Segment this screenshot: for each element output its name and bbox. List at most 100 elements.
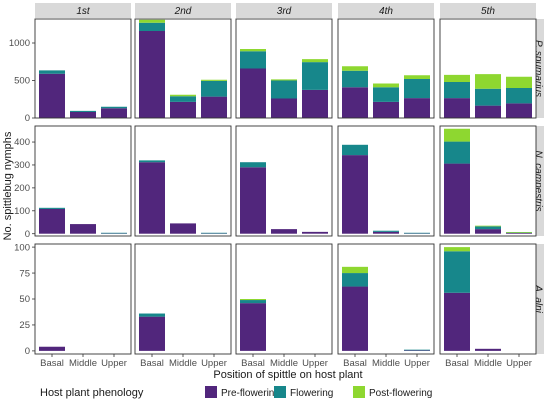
bar-p-spumarius-4th-middle-pre-flowering: [373, 101, 399, 118]
bar-n-campestris-3rd-basal-pre-flowering: [240, 167, 266, 234]
row-label-n-campestris: N. campestris: [532, 150, 543, 211]
bar-a-alni-5th-middle-pre-flowering: [475, 348, 501, 351]
bar-p-spumarius-1st-upper-pre-flowering: [101, 108, 127, 118]
bar-a-alni-5th-basal-pre-flowering: [444, 292, 470, 351]
bar-n-campestris-5th-middle-flowering: [475, 226, 501, 230]
bar-p-spumarius-5th-basal-pre-flowering: [444, 98, 470, 118]
bar-p-spumarius-5th-upper-post-flowering: [506, 76, 532, 88]
y-tick-label: 300: [14, 160, 30, 171]
bar-p-spumarius-4th-basal-pre-flowering: [342, 87, 368, 118]
legend-swatch-pre-flowering: [205, 386, 217, 398]
panel-border: [337, 125, 435, 237]
x-tick-label: Upper: [201, 358, 227, 369]
bar-n-campestris-4th-basal-pre-flowering: [342, 155, 368, 234]
bar-p-spumarius-4th-basal-flowering: [342, 70, 368, 88]
y-tick-label: 100: [14, 242, 30, 253]
x-tick-label: Middle: [270, 358, 298, 369]
bar-a-alni-4th-basal-pre-flowering: [342, 286, 368, 351]
facet-label-2nd: 2nd: [174, 6, 192, 17]
bar-p-spumarius-4th-middle-post-flowering: [373, 83, 399, 88]
legend-label-flowering: Flowering: [290, 388, 333, 399]
bar-p-spumarius-1st-basal-flowering: [39, 70, 65, 74]
x-tick-label: Basal: [241, 358, 265, 369]
bar-a-alni-1st-basal-pre-flowering: [39, 346, 65, 351]
bar-a-alni-5th-basal-post-flowering: [444, 247, 470, 252]
bar-p-spumarius-3rd-basal-post-flowering: [240, 49, 266, 52]
facet-label-5th: 5th: [481, 6, 495, 17]
bar-n-campestris-5th-basal-post-flowering: [444, 128, 470, 142]
bar-n-campestris-1st-basal-pre-flowering: [39, 208, 65, 234]
x-tick-label: Basal: [445, 358, 469, 369]
bar-p-spumarius-4th-middle-flowering: [373, 87, 399, 102]
y-tick-label: 0: [25, 113, 30, 124]
bar-p-spumarius-4th-basal-post-flowering: [342, 66, 368, 71]
panel-border: [235, 18, 333, 119]
bar-p-spumarius-3rd-upper-flowering: [302, 62, 328, 90]
bar-a-alni-5th-basal-flowering: [444, 251, 470, 293]
x-tick-label: Middle: [169, 358, 197, 369]
bar-a-alni-3rd-basal-flowering: [240, 300, 266, 304]
bar-p-spumarius-3rd-upper-post-flowering: [302, 59, 328, 63]
x-axis-title: Position of spittle on host plant: [213, 369, 362, 381]
bar-a-alni-2nd-basal-flowering: [139, 313, 165, 317]
bar-n-campestris-3rd-middle-pre-flowering: [271, 229, 297, 234]
bar-n-campestris-4th-middle-flowering: [373, 230, 399, 232]
x-tick-label: Middle: [69, 358, 97, 369]
panel-border: [235, 125, 333, 237]
y-tick-label: 25: [19, 320, 30, 331]
y-tick-label: 50: [19, 294, 30, 305]
bar-p-spumarius-3rd-middle-post-flowering: [271, 79, 297, 81]
legend-swatch-post-flowering: [353, 386, 365, 398]
bar-a-alni-3rd-basal-post-flowering: [240, 299, 266, 301]
facet-strip-1st: [35, 3, 131, 18]
facet-strip-5th: [440, 3, 536, 18]
bar-a-alni-2nd-basal-pre-flowering: [139, 316, 165, 351]
facet-label-1st: 1st: [76, 6, 91, 17]
bar-n-campestris-5th-middle-post-flowering: [475, 225, 501, 227]
bar-p-spumarius-5th-basal-flowering: [444, 82, 470, 99]
bar-n-campestris-4th-middle-pre-flowering: [373, 231, 399, 234]
bar-p-spumarius-2nd-basal-flowering: [139, 22, 165, 31]
bar-n-campestris-4th-basal-flowering: [342, 144, 368, 156]
bar-p-spumarius-5th-upper-flowering: [506, 88, 532, 104]
bar-p-spumarius-1st-middle-pre-flowering: [70, 112, 96, 118]
panel-border: [439, 125, 537, 237]
panel-border: [134, 125, 232, 237]
bar-n-campestris-5th-upper-post-flowering: [506, 232, 532, 233]
facet-strip-2nd: [135, 3, 231, 18]
bar-n-campestris-3rd-basal-flowering: [240, 162, 266, 168]
bar-p-spumarius-3rd-basal-pre-flowering: [240, 68, 266, 118]
row-label-p-spumarius: P. spumarius: [532, 40, 543, 97]
row-label-a-alni: A. alni: [532, 284, 543, 314]
x-tick-label: Upper: [506, 358, 532, 369]
facet-label-3rd: 3rd: [277, 6, 292, 17]
bar-p-spumarius-3rd-upper-pre-flowering: [302, 89, 328, 118]
x-tick-label: Upper: [404, 358, 430, 369]
bar-p-spumarius-5th-middle-pre-flowering: [475, 105, 501, 118]
bar-n-campestris-4th-upper-flowering: [404, 232, 430, 234]
bar-p-spumarius-2nd-upper-pre-flowering: [201, 96, 227, 118]
x-tick-label: Basal: [343, 358, 367, 369]
bar-n-campestris-2nd-middle-pre-flowering: [170, 223, 196, 234]
y-tick-label: 100: [14, 206, 30, 217]
y-tick-label: 200: [14, 183, 30, 194]
bar-n-campestris-2nd-upper-flowering: [201, 232, 227, 234]
legend-label-pre-flowering: Pre-flowering: [221, 388, 280, 399]
bar-p-spumarius-5th-middle-flowering: [475, 88, 501, 106]
bar-n-campestris-1st-basal-flowering: [39, 207, 65, 209]
facet-label-4th: 4th: [379, 6, 393, 17]
bar-p-spumarius-4th-upper-flowering: [404, 79, 430, 99]
bar-n-campestris-5th-basal-flowering: [444, 141, 470, 164]
bar-a-alni-4th-basal-flowering: [342, 273, 368, 287]
y-axis-title: No. spittlebug nymphs: [2, 131, 14, 240]
bar-n-campestris-2nd-basal-pre-flowering: [139, 162, 165, 234]
bar-p-spumarius-2nd-basal-pre-flowering: [139, 31, 165, 118]
x-tick-label: Middle: [372, 358, 400, 369]
bar-n-campestris-5th-upper-pre-flowering: [506, 233, 532, 234]
legend-label-post-flowering: Post-flowering: [369, 388, 432, 399]
y-tick-label: 1000: [9, 38, 30, 49]
bar-p-spumarius-5th-basal-post-flowering: [444, 74, 470, 82]
bar-p-spumarius-2nd-middle-post-flowering: [170, 94, 196, 97]
bar-a-alni-4th-upper-flowering: [404, 349, 430, 351]
